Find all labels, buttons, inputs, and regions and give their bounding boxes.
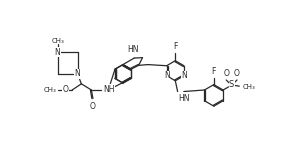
Text: O: O (90, 102, 96, 111)
Text: N: N (164, 71, 169, 80)
Text: N: N (75, 69, 80, 78)
Text: CH₃: CH₃ (242, 84, 255, 90)
Text: O: O (223, 69, 229, 78)
Text: N: N (181, 71, 187, 80)
Text: CH₃: CH₃ (43, 87, 56, 93)
Text: HN: HN (127, 45, 139, 54)
Text: S: S (229, 80, 234, 89)
Text: O: O (62, 85, 68, 94)
Text: F: F (212, 67, 216, 76)
Text: F: F (173, 42, 178, 51)
Text: O: O (234, 69, 240, 78)
Text: NH: NH (103, 85, 114, 94)
Text: N: N (55, 48, 60, 57)
Text: CH₃: CH₃ (51, 38, 64, 44)
Text: HN: HN (178, 94, 190, 103)
